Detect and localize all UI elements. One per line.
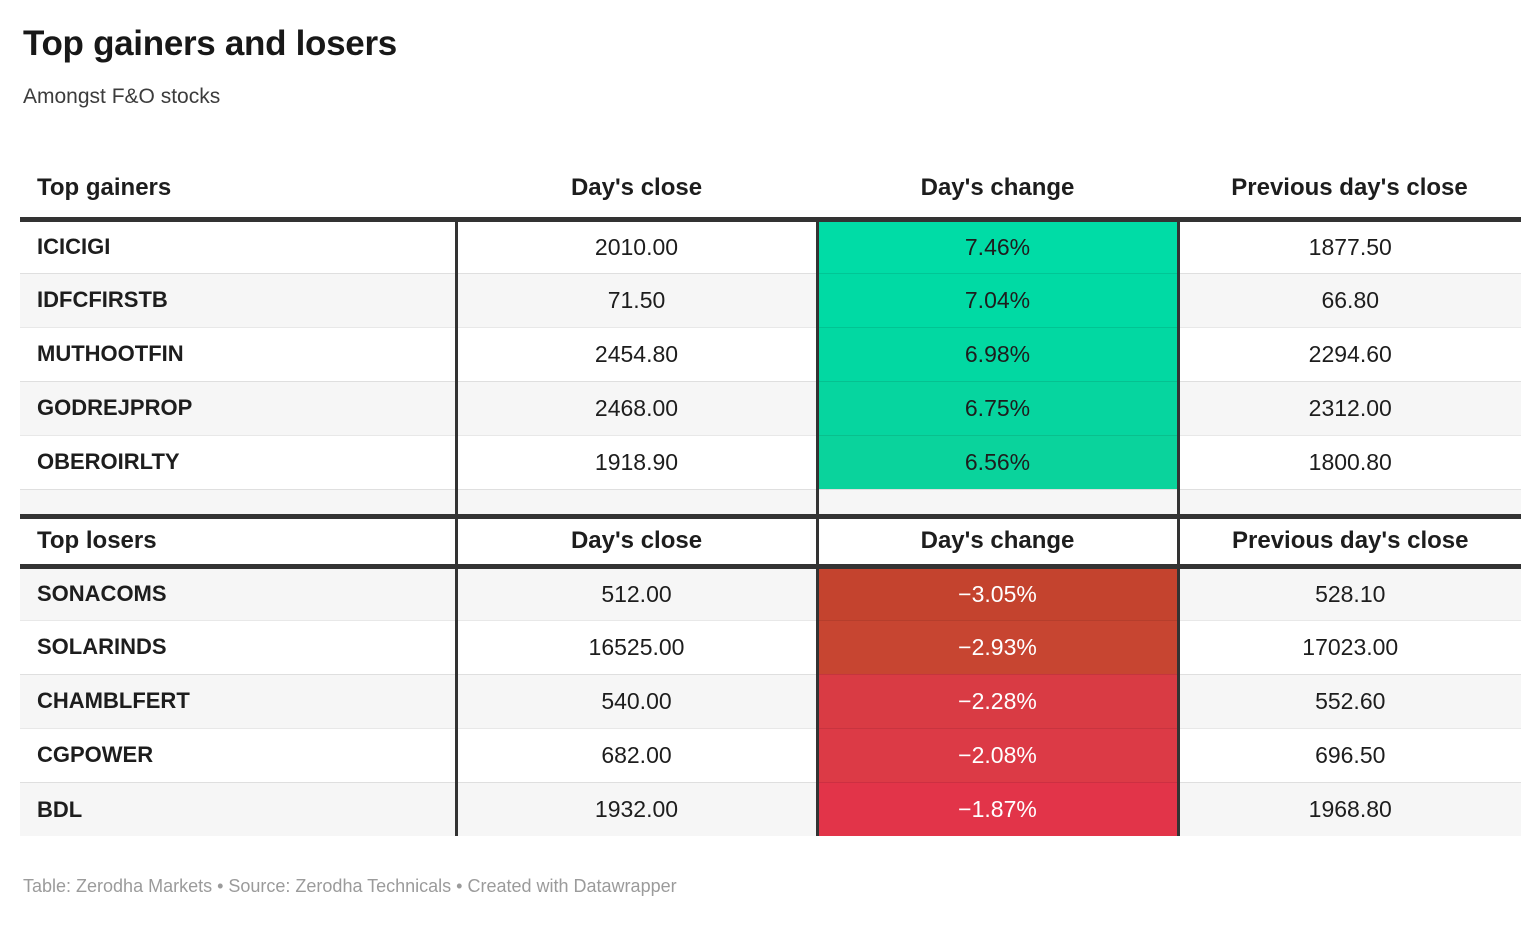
days-close-value: 16525.00 bbox=[454, 619, 817, 675]
days-change-cell: 7.04% bbox=[815, 272, 1178, 328]
gainers-losers-table: Top gainers Day's close Day's change Pre… bbox=[20, 159, 1521, 837]
days-change-cell: 6.98% bbox=[815, 326, 1178, 382]
days-change-cell: −2.93% bbox=[815, 619, 1178, 675]
stock-symbol: GODREJPROP bbox=[20, 380, 456, 436]
days-change-cell: −1.87% bbox=[815, 781, 1178, 837]
table-row: GODREJPROP 2468.00 6.75% 2312.00 bbox=[20, 380, 1521, 436]
days-close-value: 682.00 bbox=[454, 727, 817, 783]
table-row: CGPOWER 682.00 −2.08% 696.50 bbox=[20, 727, 1521, 783]
table-row: BDL 1932.00 −1.87% 1968.80 bbox=[20, 781, 1521, 837]
prev-close-value: 1877.50 bbox=[1176, 219, 1521, 274]
stock-symbol: CHAMBLFERT bbox=[20, 673, 456, 729]
gainers-header-prev-close: Previous day's close bbox=[1178, 159, 1521, 222]
days-close-value: 1932.00 bbox=[454, 781, 817, 837]
page-subtitle: Amongst F&O stocks bbox=[23, 85, 221, 109]
days-change-cell: 6.75% bbox=[815, 380, 1178, 436]
stock-symbol: OBEROIRLTY bbox=[20, 434, 456, 490]
days-change-cell: −2.28% bbox=[815, 673, 1178, 729]
prev-close-value: 17023.00 bbox=[1176, 619, 1521, 675]
days-change-cell: −3.05% bbox=[815, 566, 1178, 621]
gainers-header-row: Top gainers Day's close Day's change Pre… bbox=[20, 159, 1521, 222]
days-close-value: 2454.80 bbox=[454, 326, 817, 382]
prev-close-value: 66.80 bbox=[1176, 272, 1521, 328]
losers-header-row: Top losers Day's close Day's change Prev… bbox=[20, 513, 1521, 569]
table-row: CHAMBLFERT 540.00 −2.28% 552.60 bbox=[20, 673, 1521, 729]
page-title: Top gainers and losers bbox=[23, 24, 397, 63]
stock-symbol: CGPOWER bbox=[20, 727, 456, 783]
gainers-header-days-close: Day's close bbox=[456, 159, 817, 222]
days-change-cell: −2.08% bbox=[815, 727, 1178, 783]
days-close-value: 2010.00 bbox=[454, 219, 817, 274]
losers-header-days-change: Day's change bbox=[815, 513, 1178, 569]
days-change-cell: 6.56% bbox=[815, 434, 1178, 490]
stock-symbol: BDL bbox=[20, 781, 456, 837]
gainers-body: ICICIGI 2010.00 7.46% 1877.50 IDFCFIRSTB… bbox=[20, 219, 1521, 490]
table-row: IDFCFIRSTB 71.50 7.04% 66.80 bbox=[20, 272, 1521, 328]
days-close-value: 512.00 bbox=[454, 566, 817, 621]
prev-close-value: 2294.60 bbox=[1176, 326, 1521, 382]
stock-symbol: MUTHOOTFIN bbox=[20, 326, 456, 382]
prev-close-value: 552.60 bbox=[1176, 673, 1521, 729]
chart-header: Top gainers and losers Amongst F&O stock… bbox=[0, 0, 1540, 109]
gainers-header-days-change: Day's change bbox=[817, 159, 1178, 222]
days-close-value: 71.50 bbox=[454, 272, 817, 328]
days-change-cell: 7.46% bbox=[815, 219, 1178, 274]
losers-header-prev-close: Previous day's close bbox=[1176, 513, 1521, 569]
table-row: MUTHOOTFIN 2454.80 6.98% 2294.60 bbox=[20, 326, 1521, 382]
losers-body: SONACOMS 512.00 −3.05% 528.10 SOLARINDS … bbox=[20, 566, 1521, 837]
stock-symbol: SOLARINDS bbox=[20, 619, 456, 675]
days-close-value: 1918.90 bbox=[454, 434, 817, 490]
table-row: ICICIGI 2010.00 7.46% 1877.50 bbox=[20, 219, 1521, 274]
losers-header-days-close: Day's close bbox=[454, 513, 817, 569]
prev-close-value: 1800.80 bbox=[1176, 434, 1521, 490]
prev-close-value: 696.50 bbox=[1176, 727, 1521, 783]
table-row: SONACOMS 512.00 −3.05% 528.10 bbox=[20, 566, 1521, 621]
days-close-value: 2468.00 bbox=[454, 380, 817, 436]
prev-close-value: 1968.80 bbox=[1176, 781, 1521, 837]
stock-symbol: ICICIGI bbox=[37, 234, 111, 260]
attribution-footer: Table: Zerodha Markets • Source: Zerodha… bbox=[23, 876, 677, 897]
table-row: SOLARINDS 16525.00 −2.93% 17023.00 bbox=[20, 619, 1521, 675]
days-close-value: 540.00 bbox=[454, 673, 817, 729]
prev-close-value: 528.10 bbox=[1176, 566, 1521, 621]
stock-symbol: SONACOMS bbox=[37, 581, 167, 607]
section-spacer bbox=[20, 488, 1521, 517]
prev-close-value: 2312.00 bbox=[1176, 380, 1521, 436]
losers-header-label: Top losers bbox=[20, 513, 456, 569]
stock-symbol: IDFCFIRSTB bbox=[20, 272, 456, 328]
table-row: OBEROIRLTY 1918.90 6.56% 1800.80 bbox=[20, 434, 1521, 490]
gainers-header-label: Top gainers bbox=[20, 159, 456, 222]
